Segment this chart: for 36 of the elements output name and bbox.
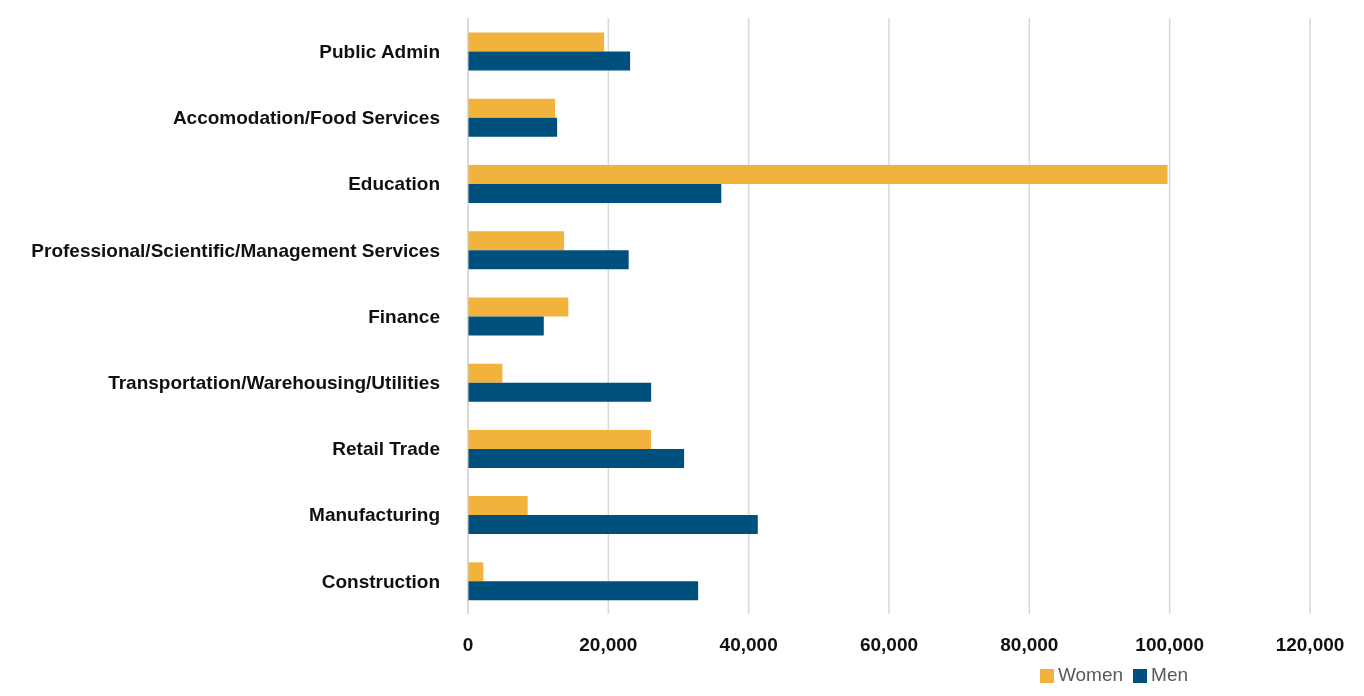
bar [468, 562, 484, 582]
y-tick-label: Construction [321, 570, 440, 592]
y-tick-label: Education [348, 173, 440, 195]
y-tick-label: Professional/Scientific/Management Services [31, 239, 440, 261]
y-tick-label: Retail Trade [332, 438, 440, 460]
x-tick-label: 60,000 [859, 634, 919, 656]
x-tick-label: 80,000 [1000, 634, 1059, 656]
x-tick-label: 40,000 [719, 634, 778, 656]
bar [468, 231, 565, 251]
legend-label: Men [1151, 664, 1189, 685]
x-tick-label: 100,000 [1135, 634, 1205, 656]
bar [468, 363, 503, 383]
bar [468, 184, 722, 204]
bar [468, 448, 685, 468]
y-tick-label: Finance [368, 305, 440, 327]
bar [468, 250, 629, 270]
bar [468, 382, 652, 402]
y-tick-label: Transportation/Warehousing/Utilities [108, 371, 440, 393]
y-tick-label: Accomodation/Food Services [172, 107, 440, 129]
bar [468, 581, 699, 601]
bar [468, 297, 569, 317]
x-tick-label: 0 [462, 634, 474, 656]
y-tick-label: Public Admin [319, 40, 440, 62]
bar [468, 429, 652, 449]
bar [468, 32, 605, 52]
x-tick-label: 120,000 [1275, 634, 1345, 656]
x-tick-label: 20,000 [579, 634, 638, 656]
bar [468, 98, 556, 118]
bar [468, 51, 631, 71]
bar [468, 316, 544, 336]
y-tick-label: Manufacturing [309, 504, 440, 526]
bar [468, 515, 758, 535]
bar [468, 165, 1168, 185]
bar [468, 117, 558, 137]
bar [468, 496, 528, 516]
legend-label: Women [1057, 664, 1124, 685]
